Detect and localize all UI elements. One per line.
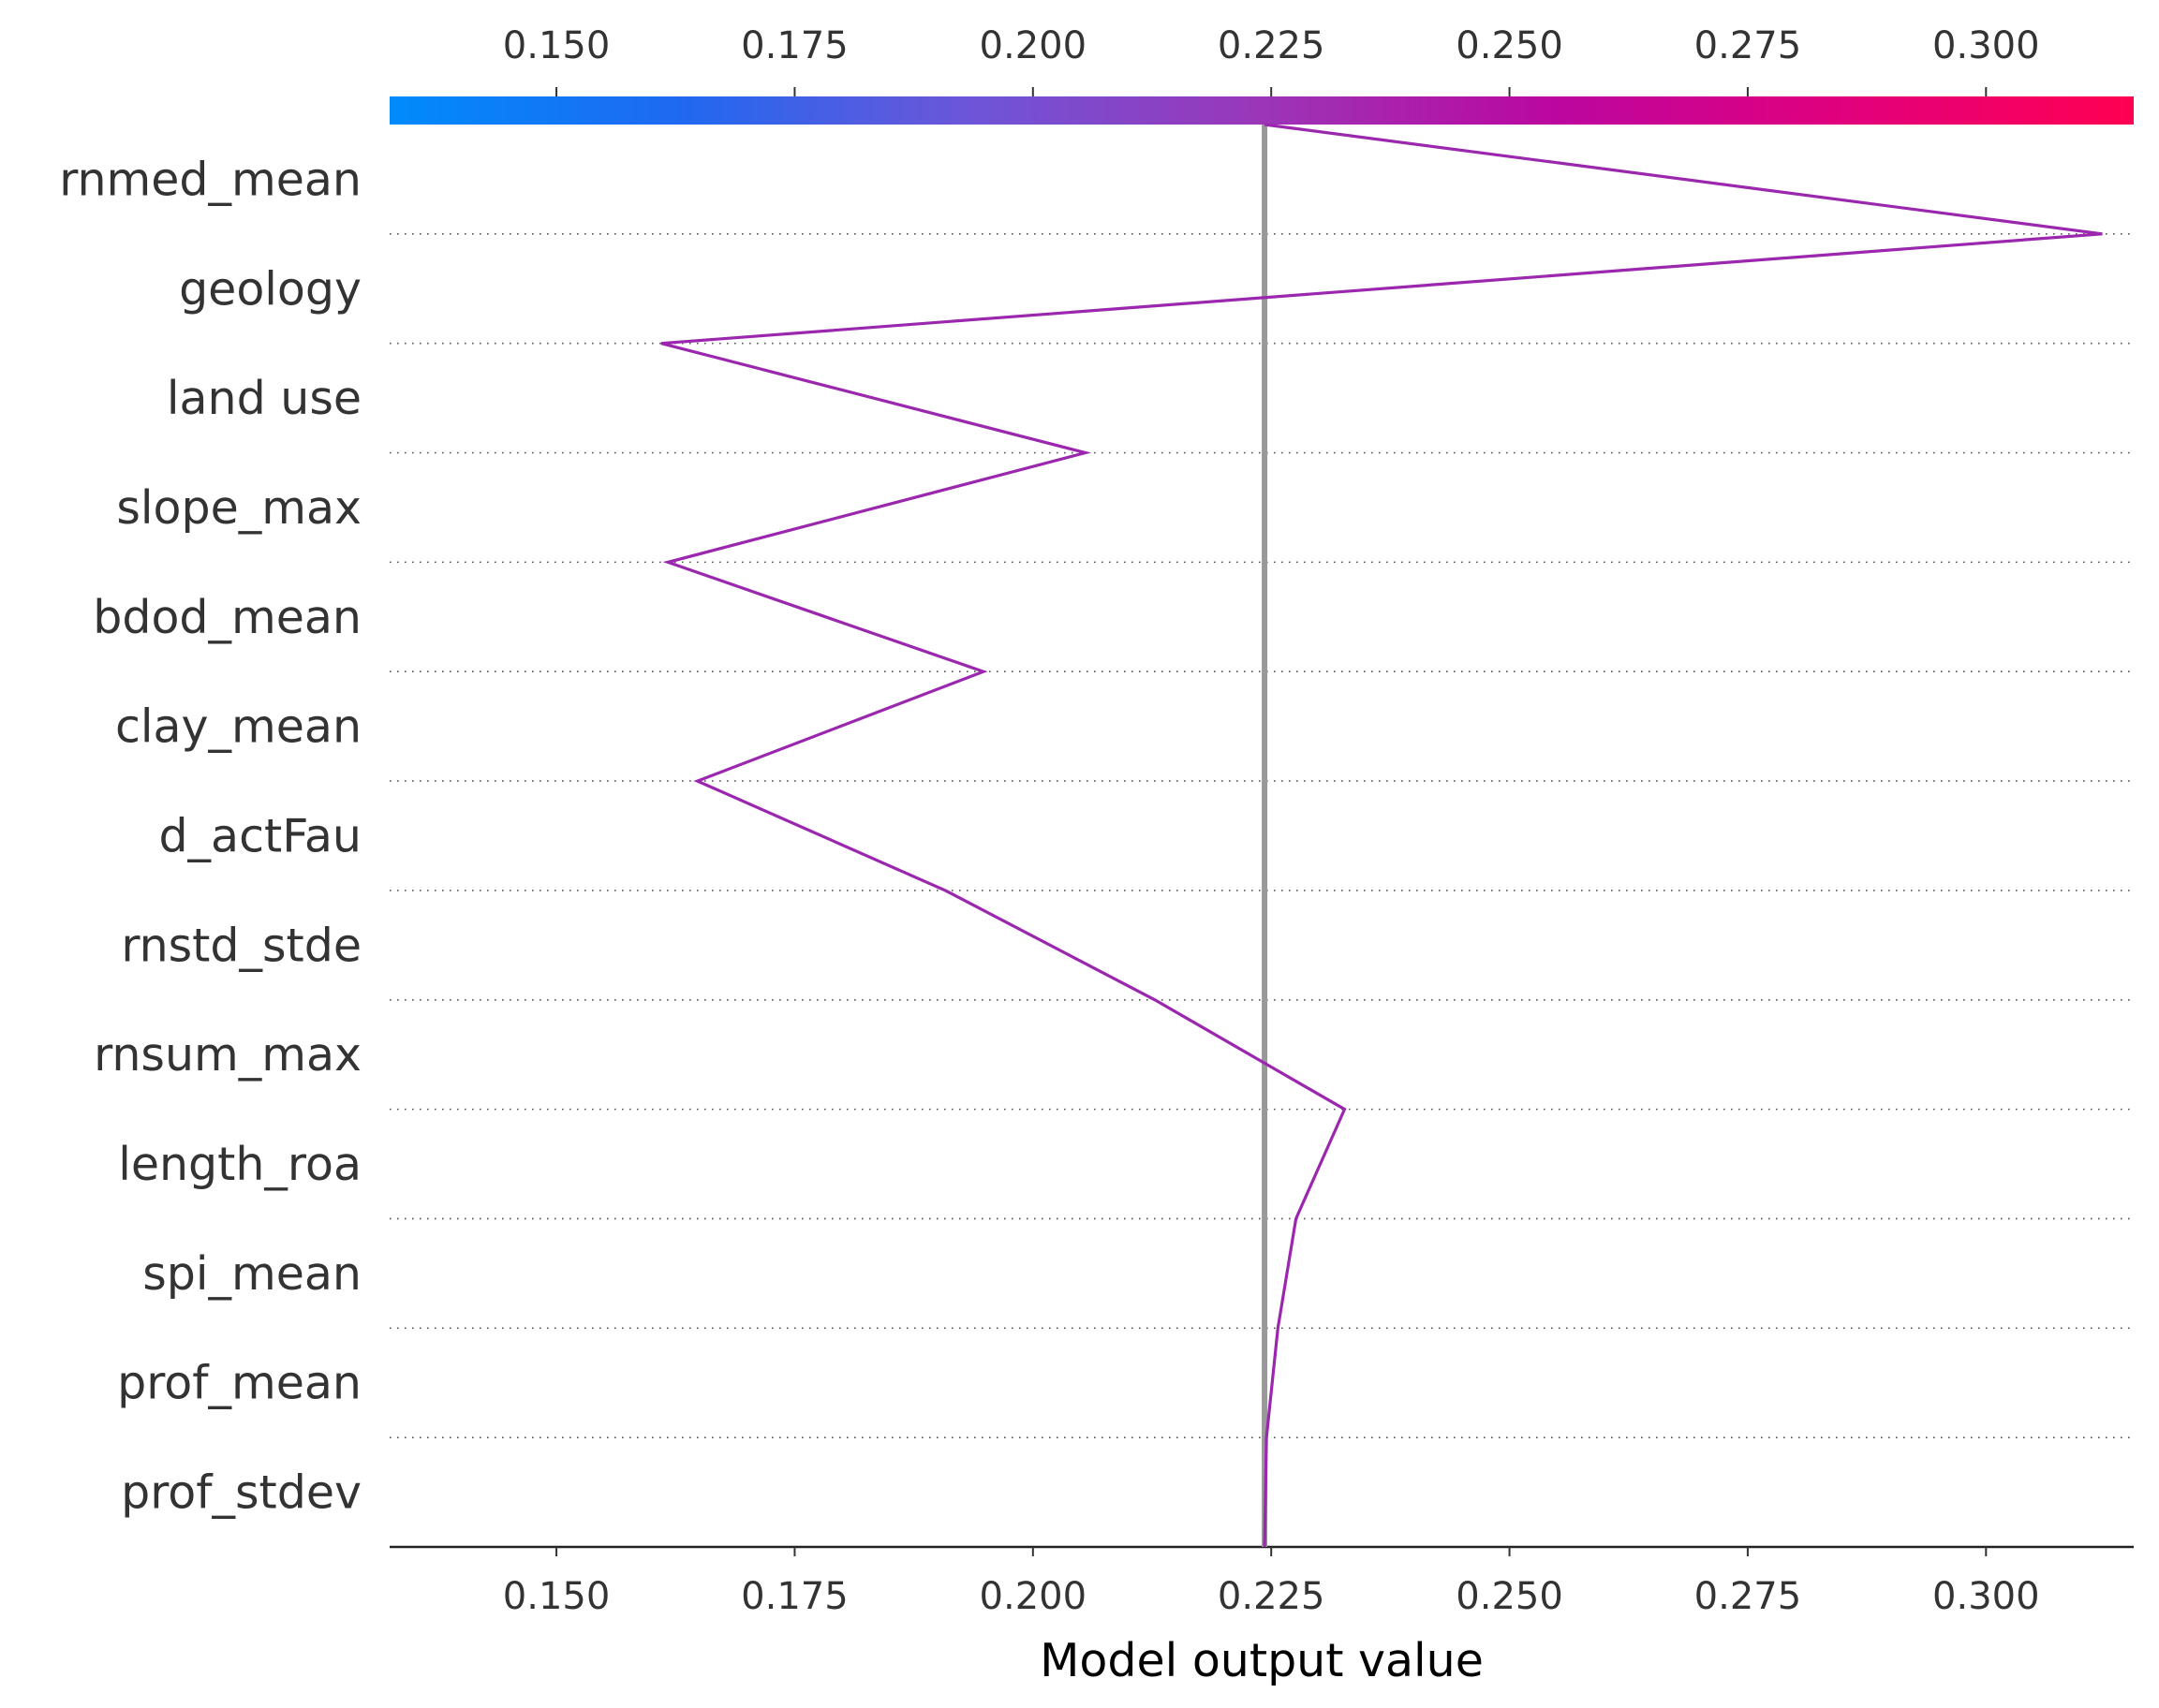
top-tick-label: 0.275 [1694, 24, 1802, 67]
top-tick-label: 0.300 [1932, 24, 2040, 67]
bottom-tick-label: 0.225 [1218, 1575, 1325, 1618]
feature-label: prof_mean [117, 1357, 362, 1410]
bottom-tick-label: 0.300 [1932, 1575, 2040, 1618]
top-tick-label: 0.175 [741, 24, 849, 67]
grid-lines [390, 233, 2134, 1438]
feature-label: spi_mean [142, 1247, 362, 1301]
feature-label: rnsum_max [94, 1028, 362, 1082]
bottom-tick-label: 0.175 [741, 1575, 849, 1618]
top-tick-label: 0.250 [1456, 24, 1563, 67]
decision-line [660, 123, 2103, 1548]
feature-label: rnstd_stde [121, 919, 362, 972]
feature-label: slope_max [116, 481, 362, 535]
bottom-tick-label: 0.275 [1694, 1575, 1802, 1618]
bottom-tick-label: 0.150 [503, 1575, 611, 1618]
top-tick-label: 0.150 [503, 24, 611, 67]
feature-label: geology [179, 262, 362, 316]
colorbar [390, 96, 2134, 125]
x-axis-title: Model output value [1040, 1634, 1484, 1687]
feature-label: clay_mean [115, 700, 362, 754]
decision-path [660, 123, 2103, 1548]
feature-label: prof_stdev [121, 1466, 362, 1520]
feature-label: land use [167, 372, 362, 425]
top-tick-label: 0.200 [980, 24, 1087, 67]
x-ticks: 0.150 0.150 0.175 0.175 0.200 0.200 0.225 0.225… [390, 24, 2134, 1618]
feature-label: d_actFau [158, 810, 362, 863]
bottom-tick-label: 0.250 [1456, 1575, 1563, 1618]
colorbar-rect [390, 96, 2134, 125]
bottom-tick-label: 0.200 [980, 1575, 1087, 1618]
feature-label: rnmed_mean [59, 153, 362, 206]
feature-label: bdod_mean [93, 591, 362, 644]
top-tick-label: 0.225 [1218, 24, 1325, 67]
feature-label: length_roa [118, 1138, 362, 1191]
